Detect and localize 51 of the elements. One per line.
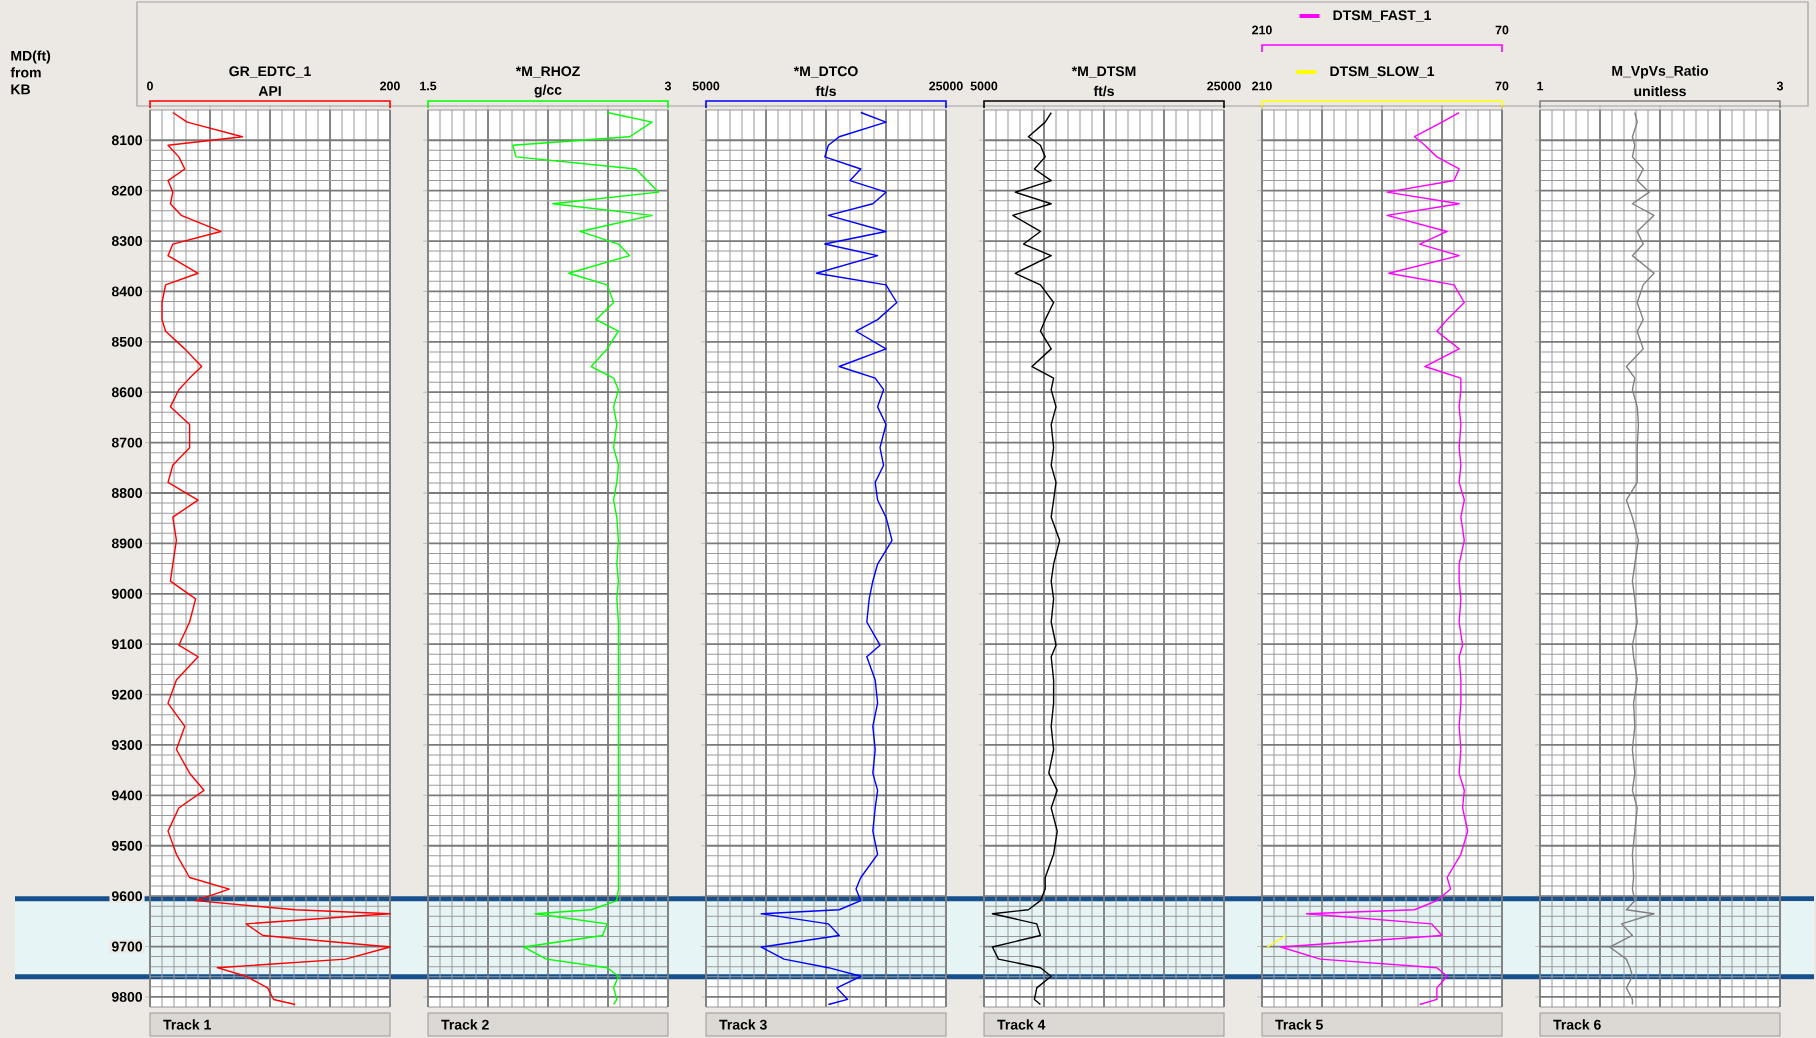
x-tick-label: 25000	[1207, 81, 1241, 91]
y-tick-label: 9100	[111, 639, 143, 650]
y-tick-label: 9500	[111, 840, 143, 851]
x-tick-label: 210	[1252, 81, 1272, 91]
text: Track 3	[719, 1019, 767, 1030]
x2-tick-label: 210	[1252, 25, 1272, 35]
legend-label: DTSM_FAST_1	[1333, 10, 1432, 22]
y-tick-label: 9800	[111, 991, 143, 1002]
x-tick-label: 0	[147, 81, 153, 91]
x-tick-label: 3	[1776, 81, 1783, 91]
x-tick-label: 25000	[929, 81, 963, 91]
x-tick-label: 5000	[970, 81, 998, 91]
chart-title: GR_EDTC_1	[229, 66, 311, 78]
x-axis-title: API	[258, 86, 281, 96]
text: Track 2	[441, 1019, 489, 1030]
x-axis-title: unitless	[1634, 85, 1686, 97]
y-tick-label: 8500	[111, 336, 143, 347]
text: Track 4	[997, 1019, 1046, 1030]
y-tick-label: 8600	[111, 387, 143, 398]
text: Track 5	[1275, 1019, 1323, 1030]
x-axis-title: g/cc	[534, 84, 562, 98]
y-tick-label: 8900	[111, 538, 143, 549]
chart-title: *M_DTSM	[1071, 66, 1136, 78]
x-tick-label: 200	[380, 81, 400, 91]
y-tick-label: 9300	[111, 740, 143, 750]
y-tick-label: 9000	[111, 588, 143, 599]
x-tick-label: 3	[664, 81, 671, 91]
x2-tick-label: 70	[1495, 25, 1509, 35]
y-tick-label: 8200	[111, 185, 143, 196]
legend-label: DTSM_SLOW_1	[1330, 66, 1435, 78]
y-tick-label: 8300	[111, 236, 143, 246]
y-tick-label: 8400	[111, 286, 143, 297]
x-tick-label: 70	[1495, 81, 1509, 91]
text: Track 6	[1553, 1019, 1601, 1030]
chart-title: M_VpVs_Ratio	[1612, 65, 1709, 79]
chart-title: *M_RHOZ	[515, 66, 580, 78]
x-tick-label: 1.5	[420, 81, 437, 91]
y-tick-label: 9400	[111, 790, 143, 801]
x-axis-title: ft/s	[1093, 85, 1114, 97]
chart-title: *M_DTCO	[793, 66, 858, 78]
x-tick-label: 1	[1537, 81, 1544, 91]
text: Track 1	[163, 1019, 211, 1030]
y-tick-label: 8700	[111, 437, 143, 448]
y-tick-label: 9700	[111, 941, 143, 952]
x-tick-label: 5000	[692, 81, 720, 91]
y-axis-title: MD(ft) from KB	[10, 50, 51, 95]
y-tick-label: 8800	[111, 488, 143, 498]
y-tick-label: 9600	[111, 891, 143, 902]
y-tick-label: 9200	[111, 689, 143, 700]
x-axis-title: ft/s	[815, 85, 836, 97]
y-tick-label: 8100	[111, 135, 143, 146]
